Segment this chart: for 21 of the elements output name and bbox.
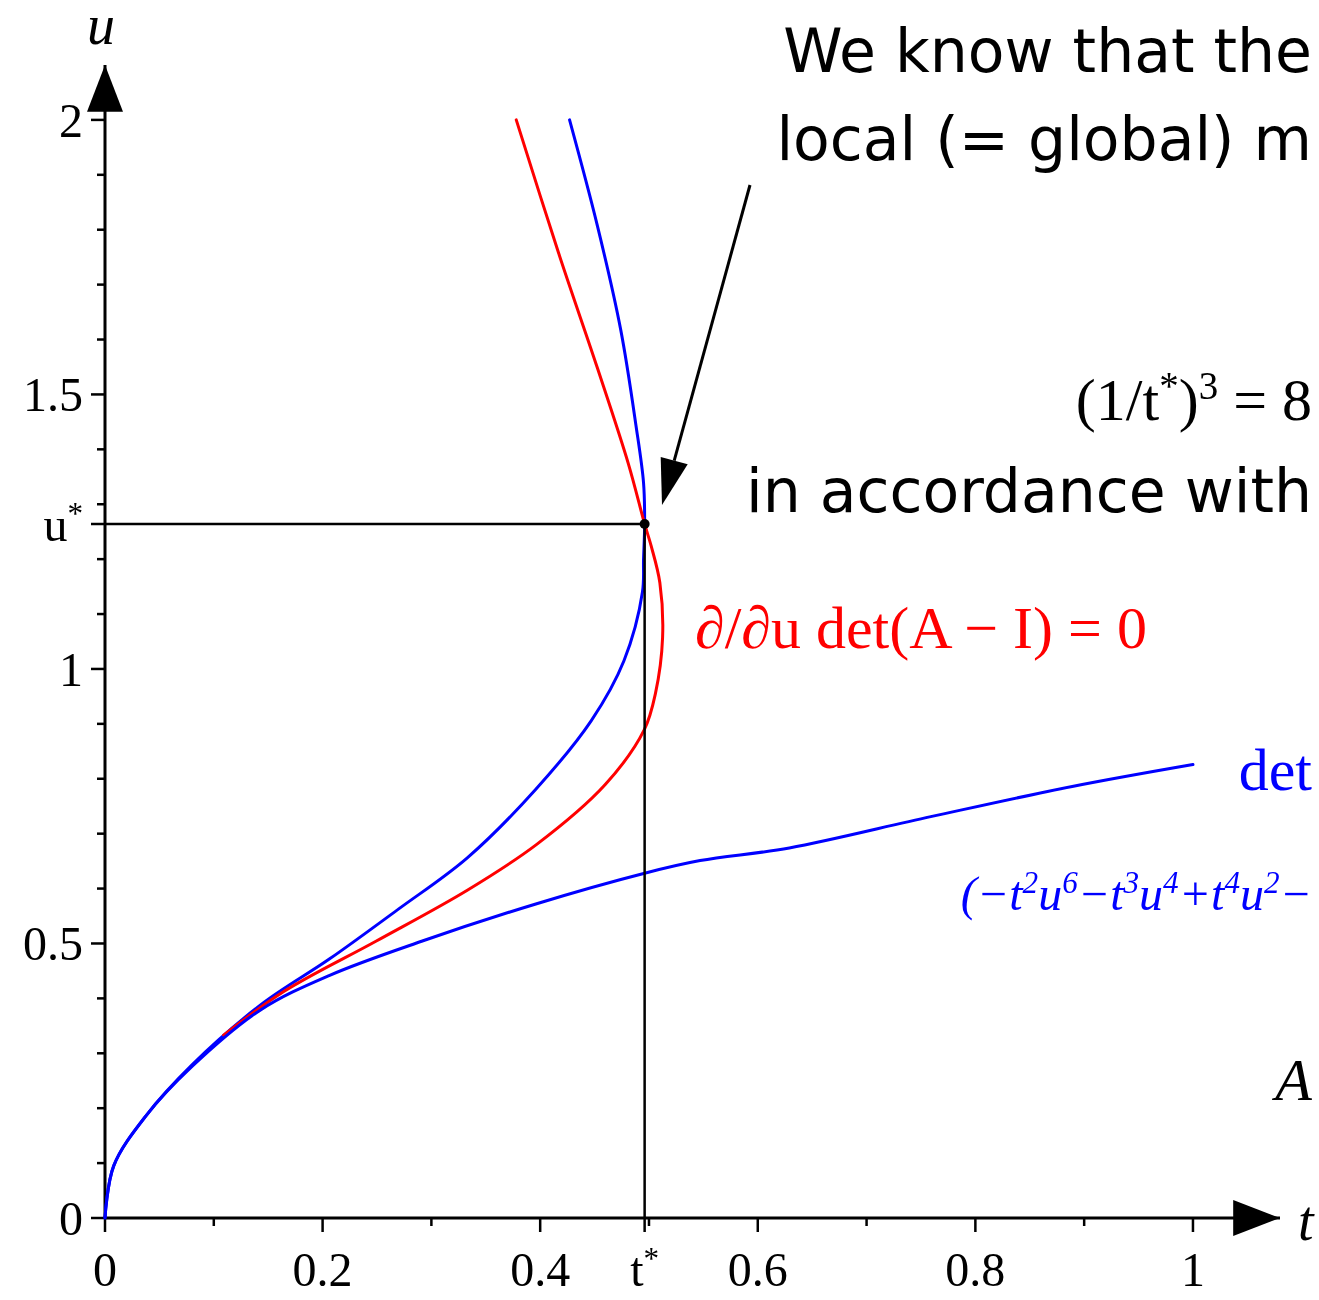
y-axis-title: u	[87, 0, 115, 56]
x-tick-label: 0.2	[292, 1243, 353, 1296]
y-tick-label: u$^{*}$	[43, 495, 83, 551]
y-tick-label: 0.5	[23, 917, 83, 971]
annotation: We know that the local (= global) m	[776, 16, 1312, 174]
series-label: ∂/∂u det(A − I) = 0	[695, 595, 1147, 661]
x-tick-label: 0.6	[727, 1243, 788, 1296]
text: det (−t$^{2}$u$^{6}$−t$^{3}$u$^{4}$+t$^{4}$u$^{2}$−	[960, 737, 1312, 920]
x-tick-label: 1	[1180, 1243, 1205, 1296]
x-tick-label: t$^{*}$	[630, 1240, 660, 1296]
annotation: (1/t$^{*}$)$^{3}$ = 8	[1075, 363, 1312, 433]
y-tick-label: 0	[59, 1191, 83, 1245]
x-tick-label: 0.8	[945, 1243, 1006, 1296]
y-tick-label: 1	[59, 642, 83, 696]
y-tick-label: 1.5	[23, 368, 83, 422]
x-tick-label: 0	[93, 1243, 117, 1296]
annotation: A	[1271, 1047, 1313, 1113]
y-tick-label: 2	[59, 93, 83, 147]
annotation: in accordance with	[746, 456, 1312, 526]
x-axis-title: t	[1298, 1190, 1315, 1252]
x-tick-label: 0.4	[510, 1243, 571, 1296]
